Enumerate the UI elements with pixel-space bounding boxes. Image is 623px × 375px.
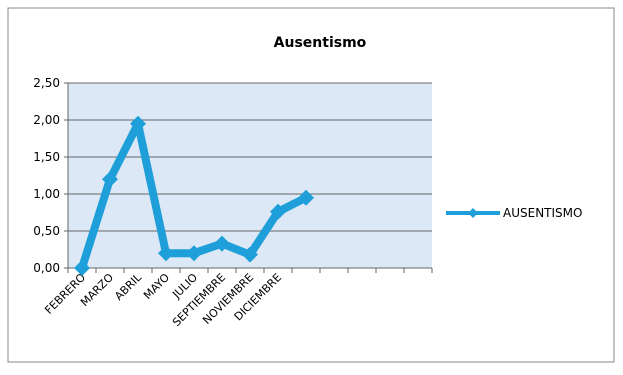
- data-point: [214, 235, 230, 252]
- y-tick-label: 2,00: [33, 113, 60, 127]
- data-point: [74, 260, 90, 276]
- data-point: [158, 245, 174, 262]
- y-tick-label: 0,00: [33, 261, 60, 275]
- plot-area: [68, 83, 432, 268]
- data-point: [270, 203, 286, 220]
- data-point: [242, 246, 258, 263]
- legend-label: AUSENTISMO: [503, 206, 582, 220]
- legend-marker: [468, 208, 478, 218]
- data-point: [102, 171, 118, 188]
- data-point: [186, 245, 202, 262]
- chart-title: Ausentismo: [274, 35, 367, 51]
- data-point: [298, 189, 314, 206]
- y-tick-label: 0,50: [33, 224, 60, 238]
- y-tick-label: 2,50: [33, 76, 60, 90]
- data-point: [130, 115, 146, 132]
- y-tick-label: 1,50: [33, 150, 60, 164]
- y-tick-label: 1,00: [33, 187, 60, 201]
